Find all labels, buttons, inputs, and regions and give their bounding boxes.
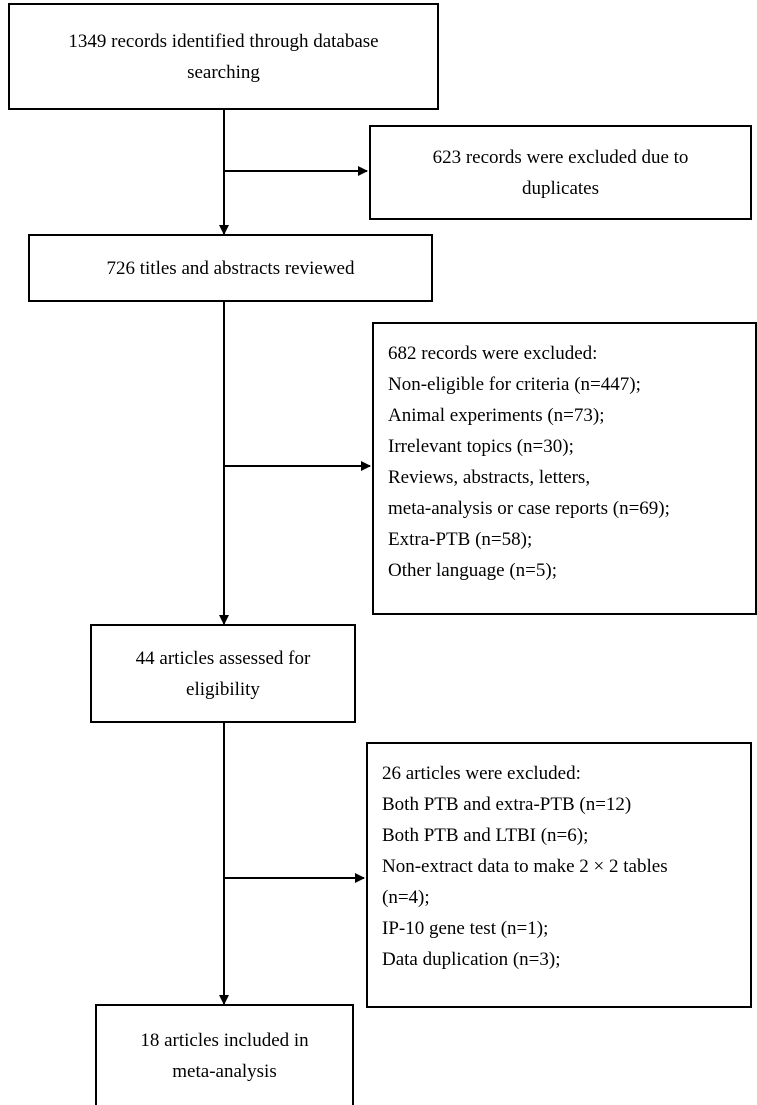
eligibility-excluded-line-6: IP-10 gene test (n=1); <box>382 918 549 939</box>
screen-excluded-line-1: 682 records were excluded: <box>388 343 598 364</box>
eligibility-excluded-line-2: Both PTB and extra-PTB (n=12) <box>382 794 632 815</box>
eligibility-excluded-line-3: Both PTB and LTBI (n=6); <box>382 825 589 846</box>
identified-line-2: searching <box>187 61 260 83</box>
screen-excluded-line-2: Non-eligible for criteria (n=447); <box>388 374 641 395</box>
duplicates-line-2: duplicates <box>521 177 600 199</box>
eligibility-excluded-line-1: 26 articles were excluded: <box>382 763 581 784</box>
box-titles-abstracts-reviewed: 726 titles and abstracts reviewed <box>28 234 433 302</box>
included-line-1: 18 articles included in <box>140 1029 309 1051</box>
screened-line-1: 726 titles and abstracts reviewed <box>106 257 355 279</box>
eligibility-line-1: 44 articles assessed for <box>135 647 311 669</box>
box-assessed-for-eligibility: 44 articles assessed for eligibility <box>90 624 356 723</box>
box-records-identified: 1349 records identified through database… <box>8 3 439 110</box>
eligibility-line-2: eligibility <box>186 678 260 700</box>
screen-excluded-line-4: Irrelevant topics (n=30); <box>388 436 574 457</box>
duplicates-line-1: 623 records were excluded due to <box>432 146 689 168</box>
box-articles-included: 18 articles included in meta-analysis <box>95 1004 354 1105</box>
screen-excluded-line-6: meta-analysis or case reports (n=69); <box>388 498 670 519</box>
screen-excluded-line-3: Animal experiments (n=73); <box>388 405 605 426</box>
box-duplicates-excluded: 623 records were excluded due to duplica… <box>369 125 752 220</box>
screen-excluded-line-8: Other language (n=5); <box>388 560 557 581</box>
eligibility-excluded-line-4: Non-extract data to make 2 × 2 tables <box>382 856 668 877</box>
screen-excluded-line-5: Reviews, abstracts, letters, <box>388 467 591 488</box>
screen-excluded-line-7: Extra-PTB (n=58); <box>388 529 533 550</box>
box-eligibility-excluded: 26 articles were excluded: Both PTB and … <box>366 742 752 1008</box>
included-line-2: meta-analysis <box>172 1060 277 1082</box>
box-screening-excluded: 682 records were excluded: Non-eligible … <box>372 322 757 615</box>
identified-line-1: 1349 records identified through database <box>68 30 379 52</box>
eligibility-excluded-line-5: (n=4); <box>382 887 430 908</box>
eligibility-excluded-line-7: Data duplication (n=3); <box>382 949 561 970</box>
